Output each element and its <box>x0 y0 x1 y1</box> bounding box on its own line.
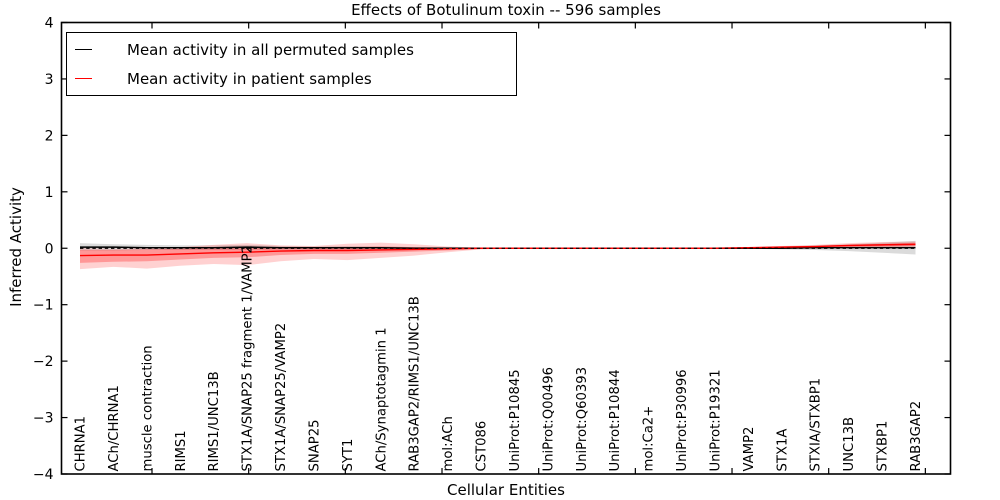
x-category-label: RAB3GAP2 <box>909 401 924 472</box>
x-category-label: CHRNA1 <box>74 416 89 472</box>
y-tick-label: −2 <box>33 354 54 370</box>
y-tick-label: 1 <box>45 185 54 201</box>
x-category-label: SYT1 <box>341 439 356 472</box>
x-category-label: mol:ACh <box>441 416 456 471</box>
legend-line-sample-black <box>75 49 92 50</box>
x-category-label: VAMP2 <box>742 427 757 472</box>
x-category-label: UniProt:P30996 <box>675 369 690 471</box>
legend: Mean activity in all permuted samples Me… <box>66 32 517 96</box>
x-category-label: ACh/CHRNA1 <box>107 385 122 471</box>
x-category-label: muscle contraction <box>140 345 155 471</box>
x-category-label: RAB3GAP2/RIMS1/UNC13B <box>408 296 423 471</box>
x-category-label: STX1A/SNAP25 fragment 1/VAMP2 <box>241 245 256 471</box>
legend-line-sample-red <box>75 78 92 79</box>
legend-label: Mean activity in patient samples <box>127 69 372 88</box>
y-tick-label: −1 <box>33 298 54 314</box>
x-category-label: mol:Ca2+ <box>642 406 657 472</box>
y-tick-label: 3 <box>45 72 54 88</box>
legend-label: Mean activity in all permuted samples <box>127 40 414 59</box>
x-category-label: STX1A <box>775 429 790 472</box>
legend-entry-permuted: Mean activity in all permuted samples <box>67 36 516 64</box>
x-category-label: UniProt:P10845 <box>508 369 523 471</box>
x-category-label: RIMS1/UNC13B <box>207 371 222 471</box>
x-category-label: ACh/Synaptotagmin 1 <box>374 327 389 471</box>
x-category-label: STX1A/SNAP25/VAMP2 <box>274 323 289 472</box>
x-category-label: RIMS1 <box>174 430 189 471</box>
x-category-label: UniProt:P19321 <box>708 369 723 471</box>
y-axis-label: Inferred Activity <box>7 187 25 307</box>
y-tick-label: −3 <box>33 411 54 427</box>
x-category-label: SNAP25 <box>307 420 322 472</box>
chart-title: Effects of Botulinum toxin -- 596 sample… <box>351 1 661 19</box>
x-category-label: CST086 <box>475 421 490 472</box>
x-category-label: UniProt:Q60393 <box>575 367 590 472</box>
x-axis-label: Cellular Entities <box>447 481 565 499</box>
legend-entry-patient: Mean activity in patient samples <box>67 65 516 93</box>
y-tick-label: 0 <box>45 241 54 257</box>
x-category-label: UniProt:P10844 <box>608 369 623 471</box>
x-category-label: STXBP1 <box>876 421 891 472</box>
x-category-label: UNC13B <box>842 417 857 472</box>
x-category-label: UniProt:Q00496 <box>541 367 556 472</box>
y-tick-label: 4 <box>45 16 54 32</box>
y-tick-label: 2 <box>45 128 54 144</box>
y-tick-label: −4 <box>33 467 54 483</box>
x-category-label: STXIA/STXBP1 <box>809 378 824 472</box>
